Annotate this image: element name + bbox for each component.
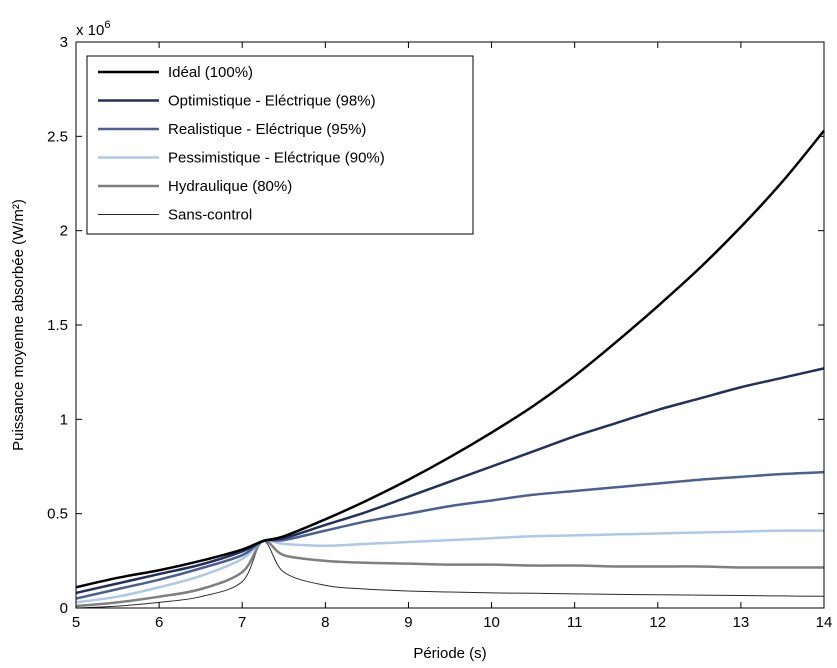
legend: Idéal (100%) Optimistique - Eléctrique (9… xyxy=(86,55,474,235)
legend-entry: Hydraulique (80%) xyxy=(98,178,292,195)
legend-label: Realistique - Eléctrique (95%) xyxy=(168,121,366,138)
series-line-optimistique-el-ctrique-98 xyxy=(75,367,825,595)
x-tick-label: 6 xyxy=(155,614,163,631)
y-tick-label: 1 xyxy=(60,411,68,428)
exponent-label: x 106 xyxy=(76,19,110,39)
series-line-pessimistique-el-ctrique-90 xyxy=(75,529,825,604)
x-tick-label: 12 xyxy=(649,614,666,631)
legend-box xyxy=(86,55,474,235)
y-tick-label: 2 xyxy=(60,223,68,240)
x-axis-label: Période (s) xyxy=(413,645,486,662)
y-axis-label: Puissance moyenne absorbée (W/m²) xyxy=(10,199,27,451)
x-tick-label: 9 xyxy=(404,614,412,631)
legend-label: Pessimistique - Eléctrique (90%) xyxy=(168,150,385,167)
series-line-id-al-100 xyxy=(75,129,825,589)
legend-entry: Realistique - Eléctrique (95%) xyxy=(98,121,366,138)
y-tick-label: 2.5 xyxy=(47,128,68,145)
x-tick-label: 14 xyxy=(816,614,833,631)
y-tick-label: 0.5 xyxy=(47,506,68,523)
ticks-layer: 5 6 7 8 9 10 11 12 13 14 0 0.5 1 1.5 2 2.5 3 xyxy=(47,34,832,631)
x-tick-label: 10 xyxy=(483,614,500,631)
series-line-hydraulique-80 xyxy=(75,539,824,608)
legend-entry: Pessimistique - Eléctrique (90%) xyxy=(98,150,385,167)
x-tick-label: 7 xyxy=(238,614,246,631)
legend-entry: Idéal (100%) xyxy=(98,64,253,81)
legend-label: Hydraulique (80%) xyxy=(168,178,292,195)
series-line-sans-control xyxy=(75,540,825,609)
legend-entry: Optimistique - Eléctrique (98%) xyxy=(98,93,376,110)
y-tick-label: 1.5 xyxy=(47,317,68,334)
legend-label: Optimistique - Eléctrique (98%) xyxy=(168,93,376,110)
legend-entries: Idéal (100%) Optimistique - Eléctrique (9… xyxy=(98,64,385,224)
x-tick-label: 13 xyxy=(733,614,750,631)
x-tick-label: 8 xyxy=(321,614,329,631)
y-tick-label: 3 xyxy=(60,34,68,51)
legend-label: Sans-control xyxy=(168,207,252,224)
legend-label: Idéal (100%) xyxy=(168,64,253,81)
y-tick-label: 0 xyxy=(60,600,68,617)
x-tick-label: 11 xyxy=(567,614,583,631)
series-layer xyxy=(75,129,825,609)
x-tick-label: 5 xyxy=(72,614,80,631)
legend-entry: Sans-control xyxy=(98,207,252,224)
series-line-realistique-el-ctrique-95 xyxy=(75,470,825,600)
